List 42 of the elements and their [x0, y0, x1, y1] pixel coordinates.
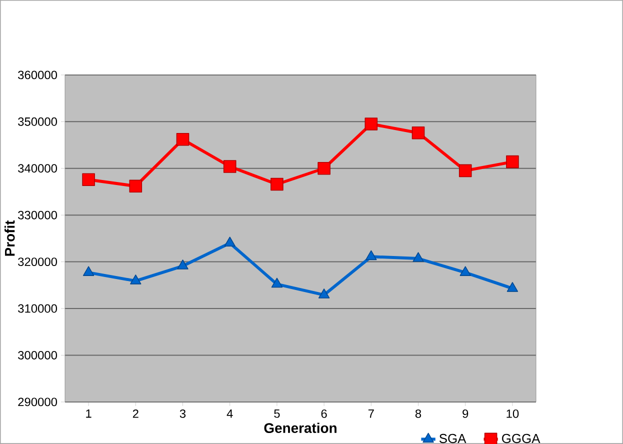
point: [458, 164, 472, 178]
x-tick-label: 1: [86, 409, 92, 418]
point: [129, 180, 142, 193]
x-tick-label: 4: [226, 409, 233, 418]
y-tick-label: 290000: [18, 398, 58, 406]
point: [176, 133, 190, 146]
x-axis-title: Generation: [264, 422, 336, 434]
point: [318, 288, 330, 298]
x-tick-label: 3: [180, 409, 186, 418]
x-tick-label: 10: [506, 409, 519, 418]
y-tick-label: 340000: [18, 164, 58, 173]
point: [460, 266, 471, 276]
x-tick-label: 2: [132, 409, 138, 418]
point: [271, 278, 283, 288]
y-tick-label: 310000: [18, 304, 58, 313]
x-tick-label: 6: [321, 409, 327, 418]
point: [366, 250, 377, 260]
point: [412, 252, 424, 262]
point: [270, 178, 284, 191]
point: [364, 118, 378, 130]
point: [506, 155, 519, 168]
point: [130, 274, 142, 284]
point: [318, 162, 330, 175]
x-tick-label: 8: [415, 409, 422, 418]
y-tick-label: 350000: [18, 117, 58, 126]
legend-label: SGA: [439, 434, 466, 444]
x-tick-label: 9: [462, 409, 468, 418]
y-tick-label: 360000: [18, 70, 58, 80]
point: [82, 173, 95, 186]
y-axis-title: Profit: [4, 220, 15, 256]
point: [412, 126, 425, 140]
y-tick-label: 320000: [18, 258, 58, 266]
y-tick-label: 300000: [18, 351, 58, 360]
point: [506, 282, 518, 292]
point: [82, 266, 94, 276]
point: [177, 260, 188, 270]
y-tick-label: 330000: [18, 210, 58, 220]
x-tick-label: 7: [368, 409, 374, 418]
legend-label: GGGA: [502, 434, 540, 444]
x-tick-label: 5: [274, 409, 280, 418]
point: [224, 236, 236, 247]
point: [223, 160, 236, 173]
